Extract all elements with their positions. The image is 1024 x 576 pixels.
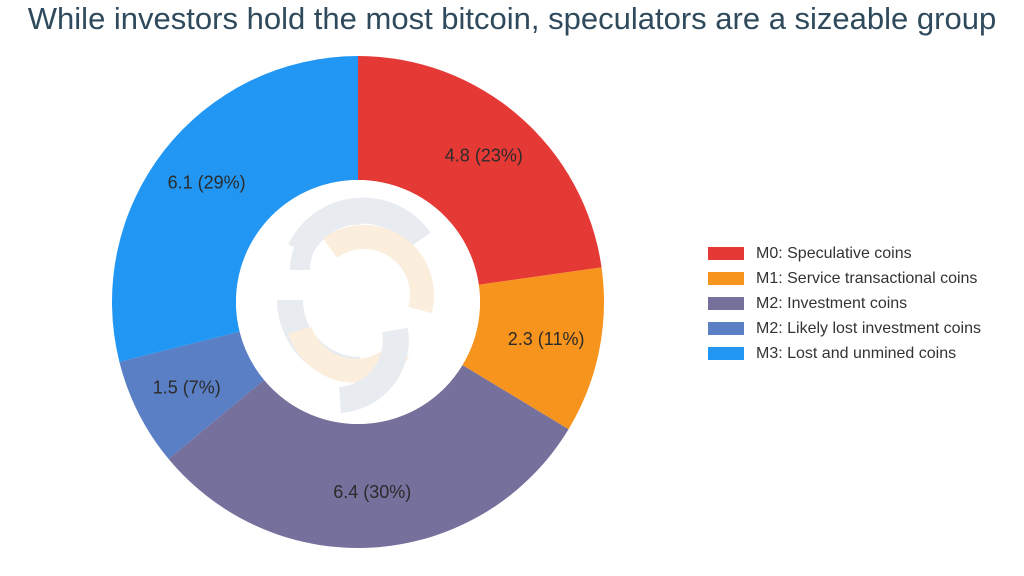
slice-label-4: 6.1 (29%) — [168, 173, 246, 193]
legend-label: M3: Lost and unmined coins — [756, 344, 957, 362]
legend-swatch — [708, 347, 744, 360]
legend-label: M2: Likely lost investment coins — [756, 319, 981, 337]
donut-slice-0 — [358, 56, 602, 285]
legend-label: M0: Speculative coins — [756, 244, 912, 262]
legend: M0: Speculative coins M1: Service transac… — [708, 241, 981, 366]
legend-swatch — [708, 322, 744, 335]
legend-item-0: M0: Speculative coins — [708, 241, 981, 266]
slice-label-2: 6.4 (30%) — [333, 482, 411, 502]
interlocking-rings-logo — [236, 180, 480, 424]
donut-slice-2 — [168, 365, 569, 548]
legend-item-3: M2: Likely lost investment coins — [708, 316, 981, 341]
donut-slice-4 — [112, 56, 358, 362]
slice-labels: 4.8 (23%) 2.3 (11%) 6.4 (30%) 1.5 (7%) 6.1 (… — [153, 146, 585, 502]
donut-slice-3 — [119, 331, 265, 460]
chart-title: While investors hold the most bitcoin, s… — [27, 1, 997, 36]
slice-label-3: 1.5 (7%) — [153, 378, 221, 398]
legend-label: M1: Service transactional coins — [756, 269, 978, 287]
legend-item-4: M3: Lost and unmined coins — [708, 341, 981, 366]
donut-slice-1 — [462, 267, 604, 430]
legend-item-1: M1: Service transactional coins — [708, 266, 981, 291]
legend-item-2: M2: Investment coins — [708, 291, 981, 316]
legend-swatch — [708, 247, 744, 260]
slice-label-0: 4.8 (23%) — [445, 146, 523, 166]
legend-label: M2: Investment coins — [756, 294, 908, 312]
legend-swatch — [708, 297, 744, 310]
slice-label-1: 2.3 (11%) — [508, 329, 585, 349]
donut-slices — [112, 56, 604, 548]
legend-swatch — [708, 272, 744, 285]
